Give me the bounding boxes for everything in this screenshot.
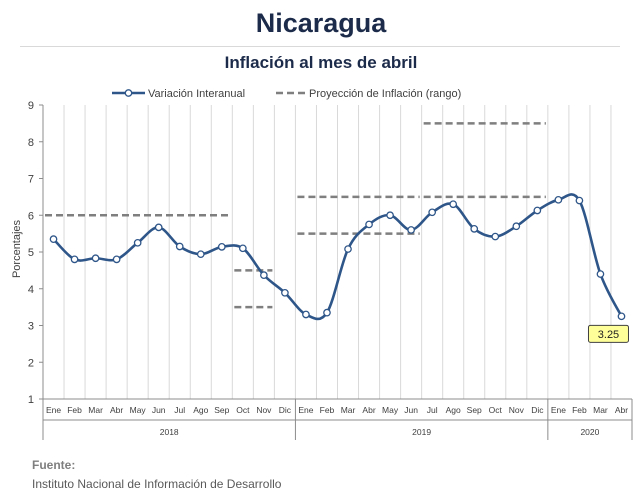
data-point bbox=[260, 271, 268, 280]
x-tick-label: Jul bbox=[174, 405, 185, 415]
data-point bbox=[133, 238, 142, 247]
data-point bbox=[217, 243, 226, 251]
source-label: Fuente: bbox=[32, 458, 76, 472]
x-tick-label: Mar bbox=[593, 405, 608, 415]
x-tick-label: Abr bbox=[362, 405, 375, 415]
x-tick-label: Feb bbox=[67, 405, 82, 415]
x-tick-label: May bbox=[130, 405, 147, 415]
x-tick-label: Jun bbox=[404, 405, 418, 415]
data-point bbox=[554, 195, 563, 204]
x-tick-label: Nov bbox=[509, 405, 525, 415]
data-point bbox=[575, 196, 584, 205]
x-tick-label: Dic bbox=[279, 405, 292, 415]
x-tick-label: Nov bbox=[256, 405, 272, 415]
x-tick-label: Sep bbox=[214, 405, 229, 415]
data-point bbox=[470, 224, 479, 233]
data-point bbox=[344, 245, 352, 253]
data-point bbox=[365, 220, 373, 229]
y-tick-label: 8 bbox=[28, 137, 34, 149]
y-tick-label: 4 bbox=[28, 284, 34, 296]
data-point bbox=[407, 226, 415, 234]
chart-legend: Variación Interanual Proyección de Inflac… bbox=[112, 88, 461, 100]
x-tick-label: Mar bbox=[88, 405, 103, 415]
x-tick-label: Ago bbox=[446, 405, 461, 415]
y-tick-label: 9 bbox=[28, 100, 34, 112]
year-label: 2018 bbox=[160, 427, 179, 437]
x-tick-label: Jun bbox=[152, 405, 166, 415]
chart-subtitle: Inflación al mes de abril bbox=[224, 53, 418, 72]
year-label: 2019 bbox=[412, 427, 431, 437]
gridlines bbox=[63, 105, 612, 399]
chart-title: Nicaragua bbox=[255, 8, 387, 38]
y-axis: 1 2 3 4 5 6 7 8 9 bbox=[28, 100, 43, 406]
y-tick-label: 2 bbox=[28, 357, 34, 369]
x-tick-label: Ago bbox=[193, 405, 208, 415]
inflation-series bbox=[49, 193, 626, 321]
legend-projection-label: Proyección de Inflación (rango) bbox=[309, 88, 461, 100]
title-divider bbox=[20, 46, 620, 47]
value-callout: 3.25 bbox=[587, 324, 629, 343]
x-tick-label: Ene bbox=[551, 405, 566, 415]
x-tick-label: Oct bbox=[489, 405, 503, 415]
data-point bbox=[154, 223, 163, 232]
x-axis: Ene Feb Mar Abr May Jun Jul Ago Sep Oct Nov Dic Ene F… bbox=[42, 399, 633, 440]
year-label: 2020 bbox=[580, 427, 599, 437]
callout-box bbox=[587, 324, 629, 343]
y-axis-label: Porcentajes bbox=[11, 219, 23, 278]
data-point bbox=[491, 232, 500, 241]
x-tick-label: Sep bbox=[467, 405, 482, 415]
data-point bbox=[386, 211, 394, 220]
x-tick-label: Abr bbox=[110, 405, 123, 415]
x-tick-label: Dic bbox=[531, 405, 544, 415]
x-tick-label: Abr bbox=[615, 405, 628, 415]
x-tick-label: Jul bbox=[427, 405, 438, 415]
y-tick-label: 3 bbox=[28, 321, 34, 333]
data-point bbox=[449, 200, 458, 209]
data-point bbox=[323, 308, 331, 317]
data-point bbox=[533, 206, 542, 215]
source-text: Instituto Nacional de Información de Des… bbox=[32, 477, 282, 491]
x-tick-label: Feb bbox=[320, 405, 335, 415]
data-point bbox=[175, 242, 184, 251]
x-tick-label: Feb bbox=[572, 405, 587, 415]
data-point bbox=[196, 250, 205, 259]
data-point bbox=[238, 244, 247, 253]
data-point bbox=[70, 255, 79, 264]
data-point bbox=[49, 235, 58, 243]
data-point bbox=[112, 255, 121, 264]
y-tick-label: 5 bbox=[28, 247, 34, 259]
data-point bbox=[91, 254, 100, 263]
x-tick-label: Ene bbox=[298, 405, 313, 415]
legend-series-label: Variación Interanual bbox=[148, 88, 245, 100]
data-point bbox=[617, 312, 626, 321]
x-tick-label: Oct bbox=[236, 405, 250, 415]
data-point bbox=[596, 270, 605, 278]
x-tick-label: Mar bbox=[341, 405, 356, 415]
callout-label: 3.25 bbox=[598, 329, 619, 341]
data-point bbox=[512, 222, 521, 231]
legend-series-marker bbox=[124, 89, 133, 97]
x-tick-label: May bbox=[382, 405, 399, 415]
y-tick-label: 7 bbox=[28, 174, 34, 186]
data-point bbox=[428, 208, 437, 217]
y-tick-label: 6 bbox=[28, 210, 34, 222]
data-point bbox=[302, 310, 310, 319]
data-point bbox=[281, 288, 289, 297]
series-line bbox=[52, 193, 623, 321]
x-tick-label: Ene bbox=[46, 405, 61, 415]
y-tick-label: 1 bbox=[28, 394, 34, 406]
line-chart: 1 2 3 4 5 6 7 8 9 Ene Feb Mar Abr May Jun Jul Ago Sep Oct… bbox=[11, 88, 633, 440]
